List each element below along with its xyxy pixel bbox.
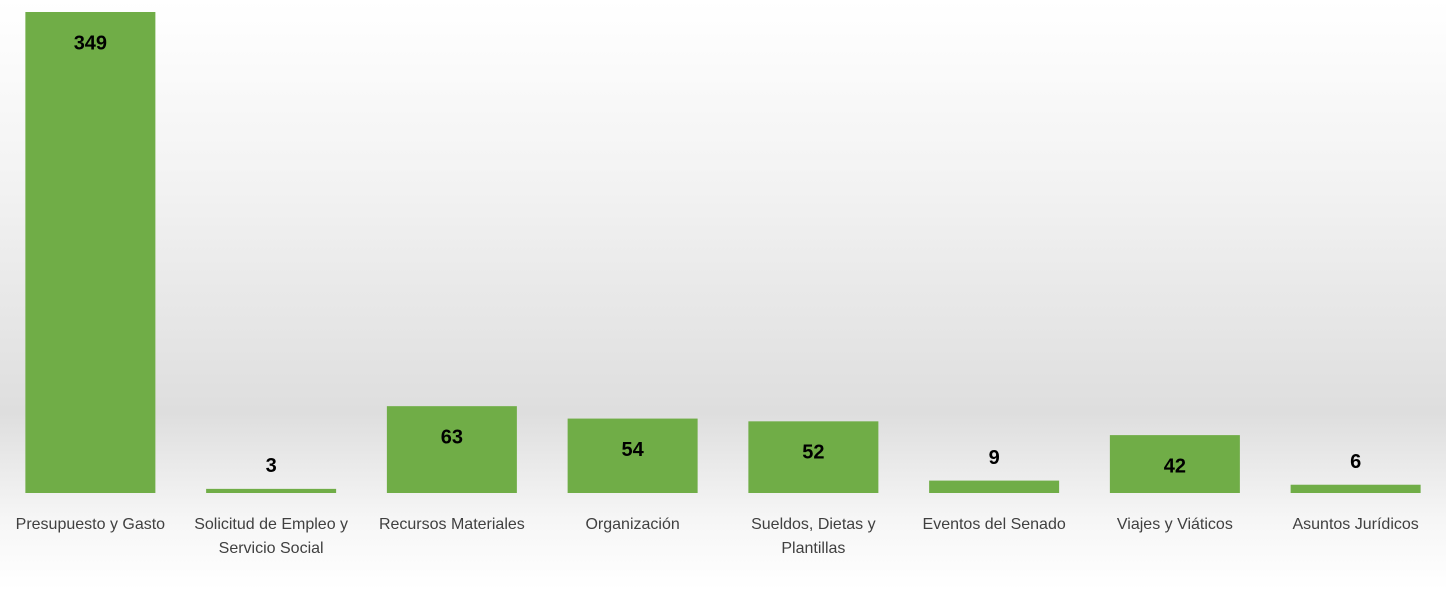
bar	[1109, 435, 1240, 493]
x-tick-label: Sueldos, Dietas y Plantillas	[751, 516, 876, 557]
data-label: 9	[989, 447, 1000, 469]
data-label: 42	[1164, 455, 1186, 477]
bar	[748, 421, 879, 493]
x-tick-label: Solicitud de Empleo y Servicio Social	[194, 516, 349, 557]
bar	[567, 418, 698, 493]
bar	[25, 12, 156, 493]
data-label: 3	[266, 455, 277, 477]
x-tick-label: Viajes y Viáticos	[1116, 516, 1233, 533]
data-label: 52	[802, 442, 824, 464]
data-label: 63	[441, 426, 463, 448]
bar	[1290, 484, 1421, 493]
x-tick-label: Presupuesto y Gasto	[15, 516, 166, 533]
x-tick-label: Recursos Materiales	[378, 516, 525, 533]
x-tick-label: Asuntos Jurídicos	[1292, 516, 1419, 533]
bar	[929, 480, 1060, 493]
data-label: 54	[622, 439, 645, 461]
bar	[206, 488, 337, 493]
x-tick-label: Organización	[585, 516, 680, 533]
bar	[386, 406, 517, 493]
x-tick-label: Eventos del Senado	[922, 516, 1066, 533]
data-label: 349	[74, 32, 107, 54]
data-label: 6	[1350, 451, 1361, 473]
